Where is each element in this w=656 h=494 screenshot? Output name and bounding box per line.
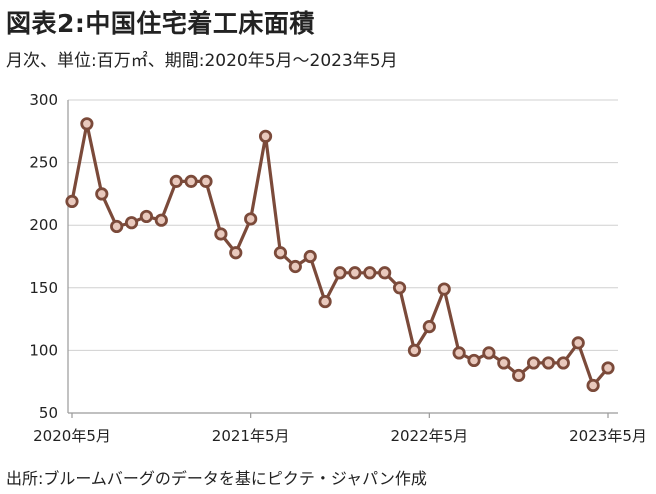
source-note: 出所:ブルームバーグのデータを基にピクテ・ジャパン作成	[6, 469, 427, 488]
data-point-2022-08	[467, 353, 481, 368]
axes	[67, 100, 618, 418]
x-tick-label-2: 2022年5月	[390, 427, 468, 445]
data-point-2022-07	[452, 346, 466, 360]
y-tick-label-150: 150	[29, 279, 58, 297]
y-tick-label-100: 100	[29, 341, 58, 359]
data-point-2020-06	[80, 117, 94, 131]
data-point-2022-12	[526, 356, 541, 370]
data-point-2023-03	[571, 336, 585, 350]
data-point-2021-08	[288, 259, 302, 274]
data-point-2022-09	[482, 346, 496, 360]
data-point-2020-05	[65, 194, 79, 209]
data-point-2022-04	[407, 343, 422, 357]
data-point-2021-03	[214, 227, 228, 241]
data-point-2021-09	[303, 249, 317, 264]
data-markers	[65, 117, 615, 393]
data-point-2021-11	[333, 266, 347, 280]
x-tick-label-3: 2023年5月	[569, 427, 647, 445]
x-tick-label-1: 2021年5月	[212, 427, 290, 445]
x-tick-label-0: 2020年5月	[33, 427, 111, 445]
line-chart: 50 100 150 200 250 300 2020年5月 2021年5月 2022年5月 20…	[29, 91, 647, 445]
data-point-2023-02	[556, 356, 570, 370]
data-point-2021-06	[258, 129, 273, 143]
data-point-2021-02	[199, 174, 213, 188]
y-tick-label-300: 300	[29, 91, 58, 109]
y-tick-label-50: 50	[39, 404, 58, 422]
tick-labels: 50 100 150 200 250 300 2020年5月 2021年5月 2022年5月 20…	[29, 91, 647, 445]
y-tick-label-200: 200	[29, 216, 58, 234]
data-point-2023-05	[601, 361, 615, 375]
data-point-2020-10	[139, 209, 154, 224]
data-point-2020-09	[124, 216, 139, 230]
data-point-2020-12	[169, 174, 183, 188]
data-point-2022-05	[422, 320, 436, 334]
data-point-2021-07	[273, 246, 288, 260]
data-point-2022-03	[392, 281, 407, 295]
data-point-2023-01	[541, 356, 556, 370]
y-tick-label-250: 250	[29, 154, 58, 172]
data-point-2022-06	[437, 282, 451, 296]
data-point-2022-10	[497, 356, 511, 370]
chart-title: 図表2:中国住宅着工床面積	[6, 9, 315, 38]
data-point-2021-12	[348, 266, 362, 280]
data-point-2021-04	[229, 246, 243, 260]
data-point-2021-05	[244, 212, 258, 226]
gridlines	[68, 99, 618, 351]
data-point-2022-01	[363, 266, 377, 280]
data-point-2021-01	[184, 174, 198, 188]
data-point-2022-11	[512, 368, 526, 383]
data-point-2020-08	[110, 219, 124, 234]
data-point-2020-07	[95, 187, 109, 201]
data-point-2020-11	[154, 213, 168, 227]
data-point-2023-04	[586, 378, 600, 393]
chart-subtitle: 月次、単位:百万㎡、期間:2020年5月～2023年5月	[6, 51, 398, 71]
data-point-2021-10	[318, 294, 332, 309]
data-point-2022-02	[378, 266, 392, 280]
